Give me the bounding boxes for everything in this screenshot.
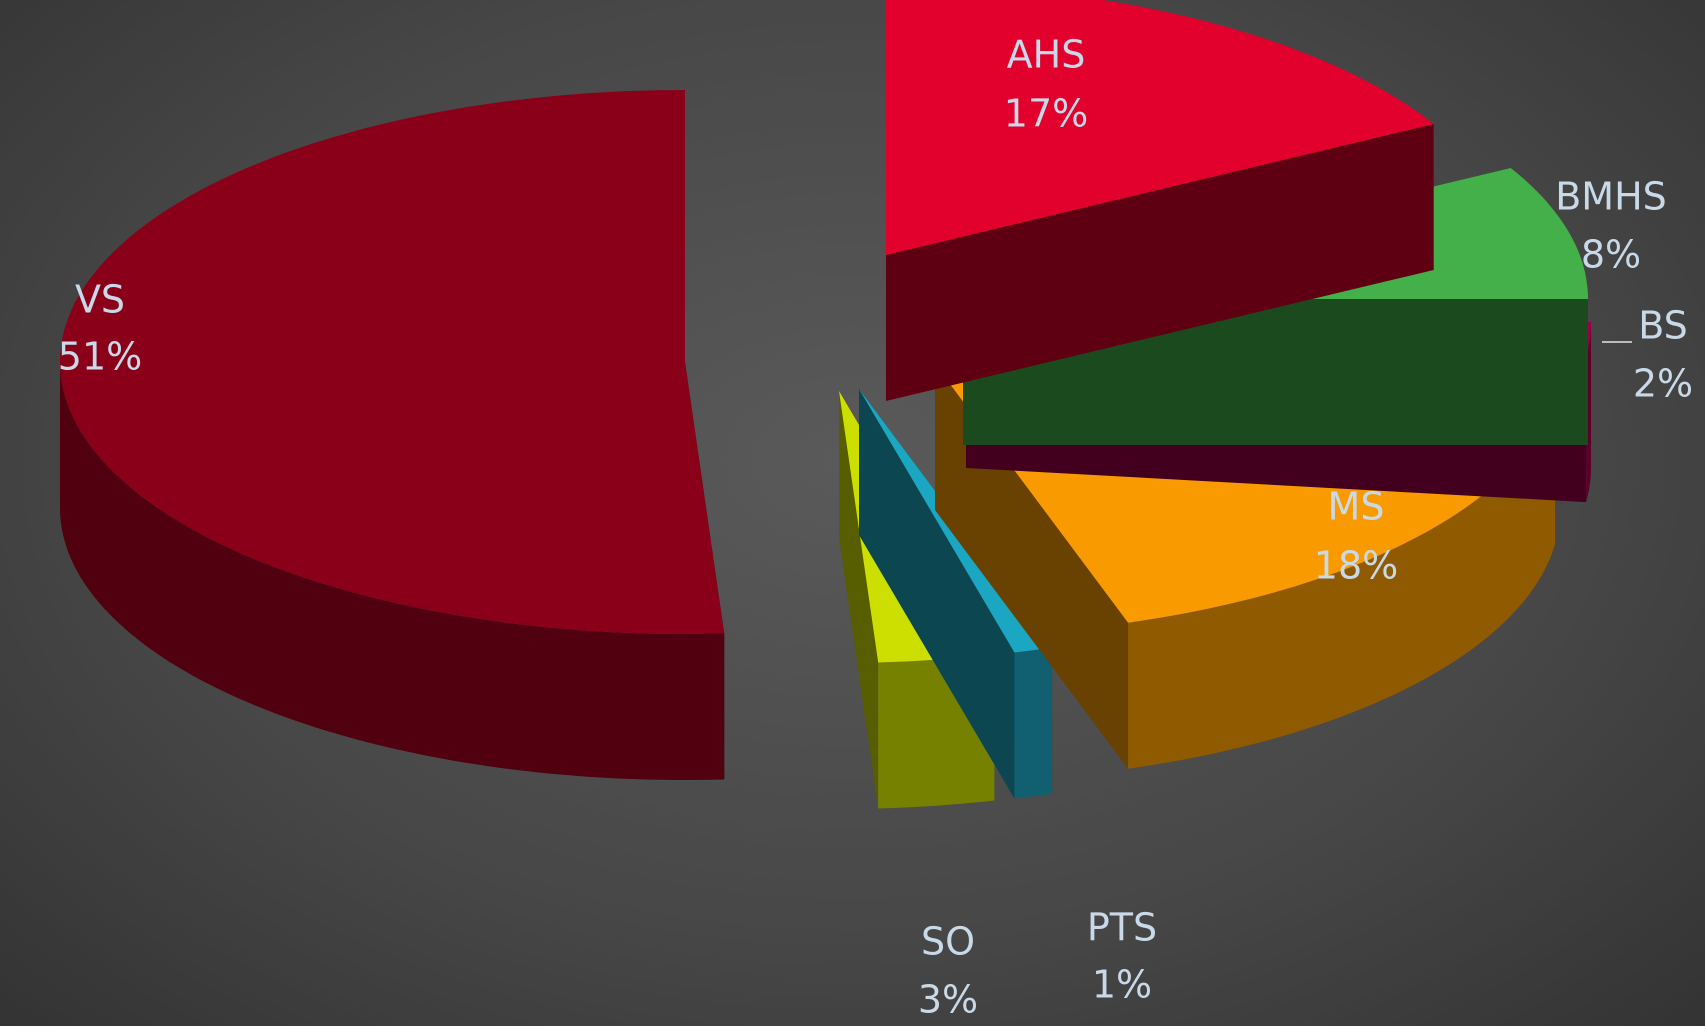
slice-top — [60, 90, 725, 634]
slice-value-label: 8% — [1581, 233, 1641, 277]
slice-value-label: 18% — [1314, 544, 1398, 588]
slice-wall — [859, 389, 1015, 799]
slice-side — [1014, 647, 1053, 799]
slice-label: PTS — [1087, 906, 1157, 950]
slice-side — [1128, 398, 1556, 769]
slice-top — [886, 0, 1434, 255]
slice-label: SO — [921, 920, 975, 964]
slice — [60, 90, 725, 780]
slice-wall — [839, 391, 879, 809]
slice-wall — [886, 124, 1434, 401]
slice-value-label: 1% — [1092, 963, 1152, 1007]
slice-label: AHS — [1007, 33, 1086, 77]
slice-label: BS — [1638, 304, 1688, 348]
slice-label: BMHS — [1555, 175, 1667, 219]
slice-value-label: 2% — [1633, 362, 1693, 406]
slice-value-label: 3% — [918, 978, 978, 1022]
slice-value-label: 51% — [58, 335, 142, 379]
slice-side — [60, 362, 725, 780]
slice-label: VS — [75, 278, 125, 322]
slice-value-label: 17% — [1004, 92, 1088, 136]
slice-label: MS — [1328, 485, 1385, 529]
slice — [886, 0, 1434, 401]
